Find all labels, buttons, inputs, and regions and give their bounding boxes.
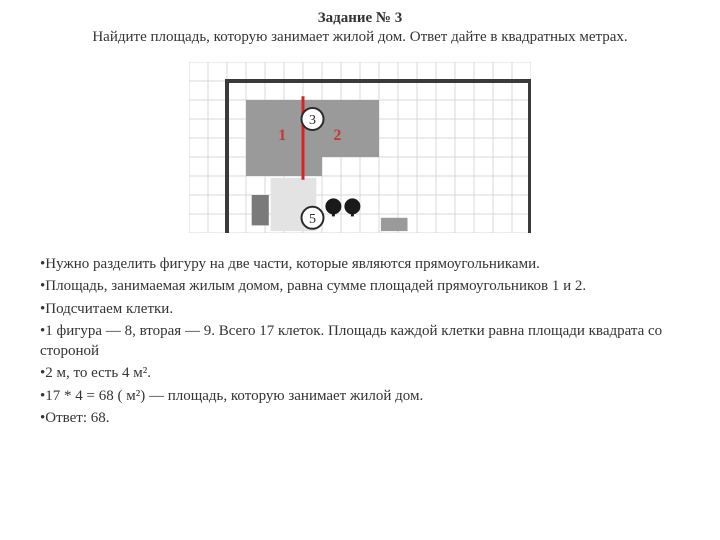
- bullet-text: 2 м, то есть 4 м².: [45, 365, 151, 381]
- bullet-text: Подсчитаем клетки.: [45, 301, 173, 317]
- bullet-line: •Ответ: 68.: [40, 408, 680, 428]
- bullet-text: Нужно разделить фигуру на две части, кот…: [45, 256, 540, 272]
- bullet-line: •Площадь, занимаемая жилым домом, равна …: [40, 276, 680, 296]
- bullet-line: •1 фигура — 8, вторая — 9. Всего 17 клет…: [40, 321, 680, 362]
- svg-text:5: 5: [309, 212, 316, 227]
- bullet-text: Ответ: 68.: [45, 410, 109, 426]
- bullet-line: •Подсчитаем клетки.: [40, 299, 680, 319]
- solution-text: •Нужно разделить фигуру на две части, ко…: [40, 254, 680, 428]
- diagram-container: 1 2 3 5: [40, 62, 680, 238]
- bullet-text: 17 * 4 = 68 ( м²) — площадь, которую зан…: [45, 388, 423, 404]
- bullet-line: •Нужно разделить фигуру на две части, ко…: [40, 254, 680, 274]
- task-subtitle: Найдите площадь, которую занимает жилой …: [40, 29, 680, 46]
- floorplan-diagram: 1 2 3 5: [189, 62, 531, 238]
- svg-text:1: 1: [278, 127, 286, 144]
- floorplan-svg: 1 2 3 5: [189, 62, 531, 233]
- svg-text:3: 3: [309, 113, 316, 128]
- task-title: Задание № 3: [40, 10, 680, 27]
- bullet-line: •17 * 4 = 68 ( м²) — площадь, которую за…: [40, 386, 680, 406]
- bullet-text: 1 фигура — 8, вторая — 9. Всего 17 клето…: [40, 323, 662, 359]
- bullet-text: Площадь, занимаемая жилым домом, равна с…: [45, 278, 586, 294]
- svg-text:2: 2: [333, 127, 341, 144]
- bullet-line: •2 м, то есть 4 м².: [40, 363, 680, 383]
